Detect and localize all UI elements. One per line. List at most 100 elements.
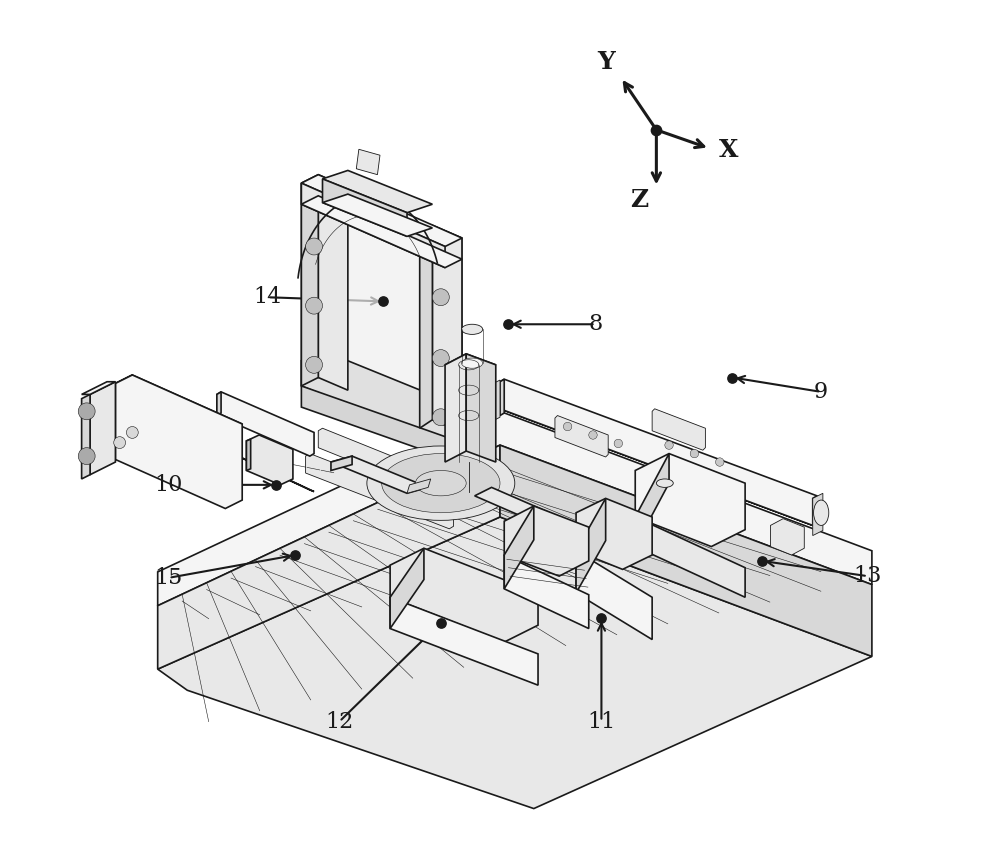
Polygon shape bbox=[115, 375, 242, 432]
Circle shape bbox=[114, 437, 126, 449]
Circle shape bbox=[78, 403, 95, 420]
Polygon shape bbox=[576, 499, 606, 593]
Polygon shape bbox=[445, 354, 496, 376]
Polygon shape bbox=[82, 394, 90, 479]
Text: 9: 9 bbox=[814, 381, 828, 403]
Polygon shape bbox=[301, 175, 318, 386]
Circle shape bbox=[432, 289, 449, 305]
Text: X: X bbox=[718, 138, 738, 162]
Circle shape bbox=[306, 238, 323, 255]
Polygon shape bbox=[331, 456, 428, 494]
Polygon shape bbox=[115, 375, 132, 460]
Polygon shape bbox=[301, 196, 462, 268]
Point bbox=[287, 548, 303, 561]
Polygon shape bbox=[301, 183, 462, 432]
Polygon shape bbox=[323, 179, 407, 237]
Polygon shape bbox=[90, 382, 115, 475]
Text: 8: 8 bbox=[588, 313, 603, 335]
Polygon shape bbox=[158, 517, 872, 809]
Text: Y: Y bbox=[597, 50, 615, 75]
Polygon shape bbox=[432, 226, 462, 432]
Polygon shape bbox=[390, 549, 538, 642]
Polygon shape bbox=[158, 445, 500, 669]
Polygon shape bbox=[390, 549, 424, 628]
Polygon shape bbox=[217, 392, 314, 456]
Polygon shape bbox=[318, 175, 348, 390]
Polygon shape bbox=[490, 380, 500, 422]
Text: 13: 13 bbox=[853, 565, 882, 587]
Polygon shape bbox=[246, 435, 293, 485]
Polygon shape bbox=[420, 226, 432, 428]
Polygon shape bbox=[504, 506, 534, 589]
Ellipse shape bbox=[814, 500, 829, 526]
Polygon shape bbox=[356, 149, 380, 175]
Polygon shape bbox=[407, 479, 431, 494]
Point bbox=[433, 616, 449, 629]
Text: 12: 12 bbox=[325, 711, 354, 733]
Point bbox=[724, 371, 740, 384]
Polygon shape bbox=[246, 439, 251, 471]
Polygon shape bbox=[500, 379, 504, 416]
Polygon shape bbox=[301, 350, 462, 443]
Circle shape bbox=[126, 427, 138, 438]
Circle shape bbox=[614, 439, 623, 448]
Circle shape bbox=[432, 349, 449, 366]
Polygon shape bbox=[475, 488, 563, 527]
Circle shape bbox=[665, 441, 673, 449]
Polygon shape bbox=[331, 456, 352, 471]
Polygon shape bbox=[652, 409, 705, 450]
Polygon shape bbox=[318, 428, 461, 504]
Circle shape bbox=[716, 458, 724, 466]
Polygon shape bbox=[158, 411, 872, 605]
Polygon shape bbox=[301, 183, 445, 268]
Polygon shape bbox=[115, 375, 242, 509]
Text: 10: 10 bbox=[154, 474, 183, 496]
Polygon shape bbox=[306, 454, 454, 529]
Polygon shape bbox=[635, 517, 745, 597]
Text: 11: 11 bbox=[587, 711, 616, 733]
Text: 15: 15 bbox=[155, 566, 183, 589]
Point bbox=[375, 294, 391, 308]
Text: Z: Z bbox=[630, 188, 649, 212]
Polygon shape bbox=[635, 454, 745, 547]
Circle shape bbox=[306, 297, 323, 314]
Polygon shape bbox=[390, 597, 538, 685]
Polygon shape bbox=[323, 170, 432, 213]
Polygon shape bbox=[576, 499, 652, 569]
Circle shape bbox=[563, 422, 572, 431]
Polygon shape bbox=[635, 454, 669, 547]
Polygon shape bbox=[466, 354, 496, 462]
Ellipse shape bbox=[367, 446, 515, 521]
Circle shape bbox=[589, 431, 597, 439]
Polygon shape bbox=[555, 416, 608, 457]
Point bbox=[754, 554, 770, 567]
Polygon shape bbox=[445, 354, 466, 462]
Point bbox=[648, 123, 664, 137]
Polygon shape bbox=[187, 432, 314, 492]
Polygon shape bbox=[82, 382, 115, 394]
Point bbox=[268, 478, 284, 492]
Text: 14: 14 bbox=[253, 287, 282, 308]
Polygon shape bbox=[500, 445, 872, 656]
Polygon shape bbox=[813, 496, 817, 526]
Polygon shape bbox=[770, 519, 804, 555]
Ellipse shape bbox=[382, 454, 500, 513]
Polygon shape bbox=[301, 386, 462, 464]
Polygon shape bbox=[500, 379, 817, 526]
Point bbox=[593, 611, 609, 625]
Circle shape bbox=[306, 356, 323, 373]
Circle shape bbox=[432, 409, 449, 426]
Ellipse shape bbox=[462, 358, 483, 368]
Polygon shape bbox=[504, 555, 589, 628]
Ellipse shape bbox=[462, 324, 483, 334]
Polygon shape bbox=[217, 392, 221, 416]
Polygon shape bbox=[496, 407, 813, 526]
Point bbox=[500, 317, 516, 331]
Polygon shape bbox=[323, 194, 432, 237]
Circle shape bbox=[78, 448, 95, 465]
Ellipse shape bbox=[415, 471, 466, 496]
Polygon shape bbox=[301, 175, 462, 247]
Polygon shape bbox=[504, 506, 589, 576]
Circle shape bbox=[690, 449, 699, 458]
Polygon shape bbox=[576, 551, 652, 639]
